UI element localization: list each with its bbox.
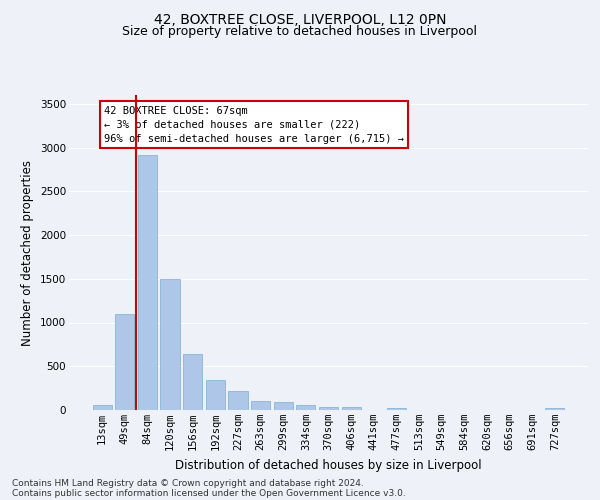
Bar <box>183 354 202 410</box>
Bar <box>545 408 565 410</box>
Text: Contains public sector information licensed under the Open Government Licence v3: Contains public sector information licen… <box>12 488 406 498</box>
Text: Contains HM Land Registry data © Crown copyright and database right 2024.: Contains HM Land Registry data © Crown c… <box>12 478 364 488</box>
Text: 42 BOXTREE CLOSE: 67sqm
← 3% of detached houses are smaller (222)
96% of semi-de: 42 BOXTREE CLOSE: 67sqm ← 3% of detached… <box>104 106 404 144</box>
Text: 42, BOXTREE CLOSE, LIVERPOOL, L12 0PN: 42, BOXTREE CLOSE, LIVERPOOL, L12 0PN <box>154 12 446 26</box>
Bar <box>92 405 112 410</box>
Bar <box>206 380 225 410</box>
Bar <box>296 405 316 410</box>
Bar <box>341 408 361 410</box>
Bar <box>387 408 406 410</box>
Bar <box>319 407 338 410</box>
Y-axis label: Number of detached properties: Number of detached properties <box>22 160 34 346</box>
Bar <box>138 154 157 410</box>
Bar <box>160 279 180 410</box>
X-axis label: Distribution of detached houses by size in Liverpool: Distribution of detached houses by size … <box>175 458 482 471</box>
Bar <box>229 391 248 410</box>
Bar <box>251 401 270 410</box>
Text: Size of property relative to detached houses in Liverpool: Size of property relative to detached ho… <box>122 25 478 38</box>
Bar <box>274 402 293 410</box>
Bar <box>115 314 134 410</box>
